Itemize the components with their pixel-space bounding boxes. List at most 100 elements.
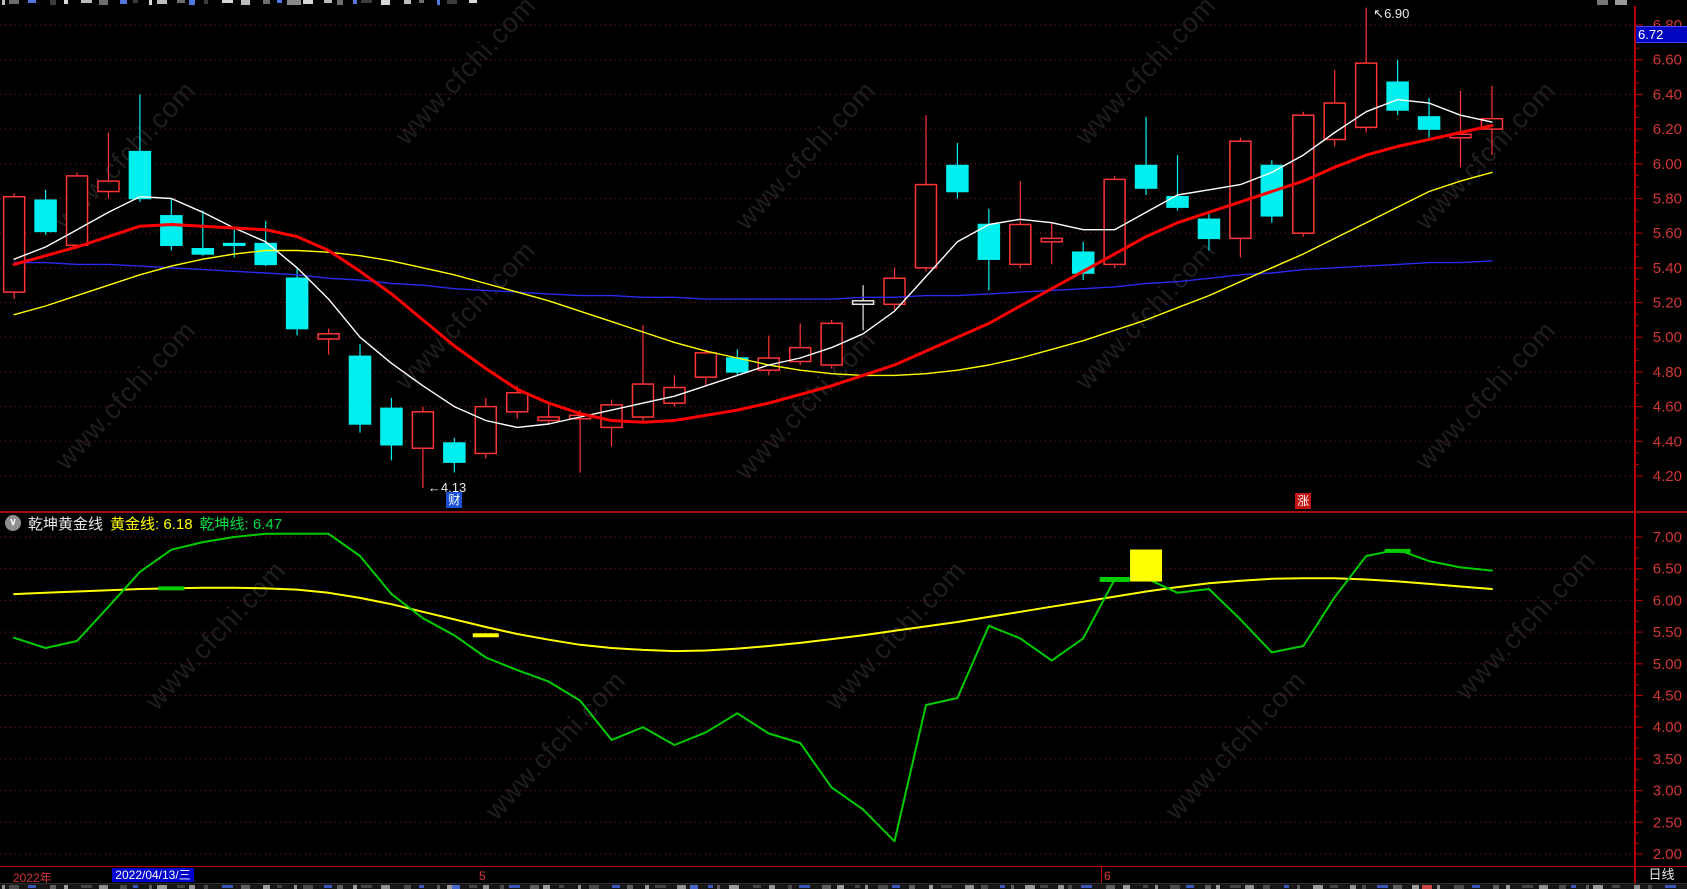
month-tick-label: 5 [479,869,486,883]
candle-body [160,215,183,247]
clipped-glyph-fragment [241,885,250,889]
clipped-glyph-fragment [1186,885,1194,888]
period-label[interactable]: 日线 [1634,867,1687,883]
candle-body [254,242,277,266]
candle-body [757,357,781,371]
candle-body [631,383,655,418]
axis-label: 6.50 [1653,561,1682,578]
clipped-glyph-fragment [612,885,620,888]
candle-body [694,352,718,378]
series-line [13,171,1493,377]
dash-signal-marker [1099,576,1130,582]
axis-label: 4.20 [1653,468,1682,485]
clipped-glyph-fragment [559,885,564,888]
clipped-glyph-fragment [1593,885,1603,889]
clipped-glyph-fragment [855,885,860,888]
axis-label: 5.80 [1653,190,1682,207]
clipped-glyph-fragment [500,885,504,889]
clipped-glyph-fragment [965,885,974,889]
event-badge-zhang[interactable]: 涨 [1295,493,1312,509]
clipped-glyph-fragment [189,885,195,889]
clipped-glyph-fragment [277,885,282,888]
clipped-glyph-fragment [1648,885,1652,889]
dash-signal-marker [472,633,499,638]
clipped-glyph-fragment [589,885,599,889]
clipped-glyph-fragment [287,0,301,5]
clipped-glyph-fragment [303,885,313,889]
clipped-glyph-fragment [799,885,810,888]
clipped-glyph-fragment [1106,885,1115,889]
clipped-glyph-fragment [1362,885,1366,889]
clipped-glyph-fragment [120,885,127,889]
clipped-glyph-fragment [753,885,761,888]
candle-body [411,411,435,449]
clipped-glyph-fragment [1522,885,1533,888]
candle-body [883,277,906,306]
clipped-glyph-fragment [1313,885,1323,889]
clipped-glyph-fragment [447,0,457,4]
clipped-glyph-fragment [645,885,649,889]
clipped-glyph-fragment [1377,885,1388,888]
clipped-glyph-fragment [509,885,520,888]
axis-label: 5.20 [1653,295,1682,312]
axis-label: 7.00 [1653,529,1682,546]
series-line [12,124,1494,424]
axis-label: 4.80 [1653,364,1682,381]
clipped-glyph-fragment [353,885,357,889]
axis-label: 4.40 [1653,433,1682,450]
clipped-glyph-fragment [222,0,233,3]
clipped-glyph-fragment [1068,885,1072,889]
clipped-glyph-fragment [1539,885,1548,889]
clipped-glyph-fragment [1205,885,1211,889]
clipped-glyph-fragment [1615,0,1627,5]
candle-body [65,175,89,247]
collapse-chevron-icon[interactable]: ∨ [5,515,21,531]
clipped-glyph-fragment [337,0,343,5]
clipped-glyph-fragment [1040,885,1048,888]
clipped-glyph-fragment [1263,885,1270,889]
clipped-glyph-fragment [64,885,68,889]
candle-body [851,300,875,306]
candle-body [1417,116,1441,130]
candle-body [505,391,529,413]
dash-signal-marker [158,586,185,591]
clipped-glyph-fragment [1634,885,1640,889]
axis-label: 5.40 [1653,260,1682,277]
series-line [13,577,1493,653]
clipped-glyph-fragment [324,0,332,3]
clipped-glyph-fragment [941,885,952,888]
clipped-glyph-fragment [1422,885,1432,889]
clipped-glyph-fragment [204,885,208,889]
clipped-glyph-fragment [878,885,888,889]
clipped-glyph-fragment [892,885,900,888]
clipped-glyph-fragment [437,885,440,889]
square-signal-marker [1130,549,1163,582]
arrow-up-left-icon: ↖ [1373,5,1385,21]
indicator-title[interactable]: 乾坤黄金线 [28,515,104,533]
clipped-glyph-fragment [837,885,844,889]
series-line [13,260,1493,300]
clipped-glyph-fragment [981,885,988,889]
clipped-glyph-fragment [99,885,108,889]
clipped-glyph-fragment [483,885,489,889]
clipped-glyph-fragment [1245,885,1254,889]
clipped-glyph-fragment [1123,885,1130,889]
event-badge-cai[interactable]: 财 [446,492,463,508]
clipped-taskbar-fragments [0,883,1687,889]
clipped-glyph-fragment [1437,885,1440,889]
clipped-glyph-fragment [1025,885,1035,889]
candle-body [1229,140,1252,240]
clipped-glyph-fragment [28,885,36,888]
clipped-glyph-fragment [655,885,666,888]
clipped-glyph-fragment [381,885,390,889]
axis-label: 5.00 [1653,656,1682,673]
clipped-glyph-fragment [1472,885,1480,888]
candle-body [222,242,246,247]
candle-body [1040,237,1063,243]
clipped-glyph-fragment [543,885,550,889]
axis-label: 4.60 [1653,399,1682,416]
time-axis[interactable]: 2022年 2022/04/13/三 5 6 日线 [0,866,1687,885]
clipped-glyph-fragment [9,0,19,4]
qiankun-line-value: 乾坤线: 6.47 [199,515,283,533]
